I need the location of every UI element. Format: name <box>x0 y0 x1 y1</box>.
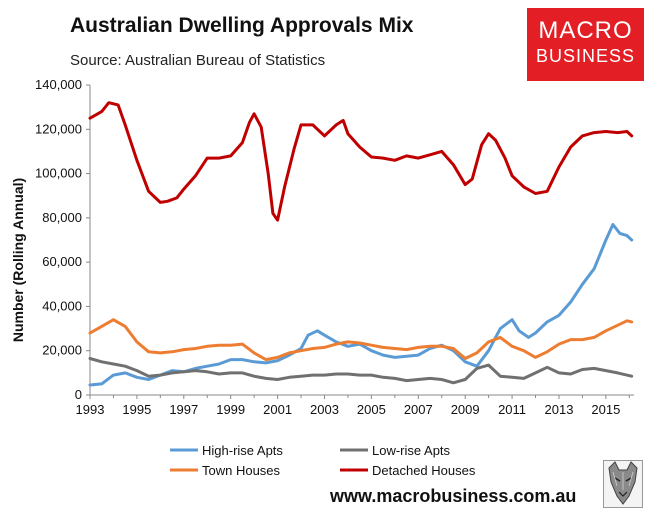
wolf-mascot-icon <box>603 460 643 508</box>
series-line-low-rise-apts <box>88 357 634 385</box>
x-tick-label: 2011 <box>498 402 526 417</box>
website-url[interactable]: www.macrobusiness.com.au <box>330 486 577 506</box>
chart-series <box>88 101 634 387</box>
x-tick-label: 2009 <box>451 402 480 417</box>
legend-label-low-rise-apts: Low-rise Apts <box>372 443 451 458</box>
legend-label-detached-houses: Detached Houses <box>372 463 476 478</box>
x-tick-label: 2013 <box>545 402 574 417</box>
x-tick-label: 1995 <box>122 402 151 417</box>
y-tick-label: 0 <box>75 387 82 402</box>
y-tick-label: 100,000 <box>35 166 82 181</box>
legend-label-town-houses: Town Houses <box>202 463 281 478</box>
logo-line-2: BUSINESS <box>535 46 636 66</box>
x-tick-label: 2005 <box>357 402 386 417</box>
chart-axes: 0 20,000 40,000 60,000 80,000 100,000 120,000 1… <box>35 77 634 417</box>
x-tick-label: 1997 <box>169 402 198 417</box>
y-tick-label: 80,000 <box>42 210 82 225</box>
series-line-detached-houses <box>88 101 634 222</box>
x-tick-label: 1993 <box>76 402 105 417</box>
y-tick-label: 140,000 <box>35 77 82 92</box>
y-tick-label: 120,000 <box>35 121 82 136</box>
y-tick-label: 40,000 <box>42 298 82 313</box>
x-tick-label: 2001 <box>263 402 292 417</box>
macrobusiness-logo[interactable]: MACRO BUSINESS <box>527 8 644 81</box>
chart-subtitle: Source: Australian Bureau of Statistics <box>70 52 326 69</box>
y-axis-title: Number (Rolling Annual) <box>10 178 26 342</box>
x-tick-label: 2003 <box>310 402 339 417</box>
y-tick-label: 60,000 <box>42 254 82 269</box>
series-line-high-rise-apts <box>88 223 634 387</box>
y-tick-label: 20,000 <box>42 343 82 358</box>
y-axis-title-wrap: Number (Rolling Annual) <box>10 178 26 342</box>
x-tick-label: 2015 <box>591 402 620 417</box>
x-tick-label: 2007 <box>404 402 433 417</box>
chart-legend: High-rise Apts Low-rise Apts Town Houses De… <box>170 443 476 478</box>
legend-label-high-rise-apts: High-rise Apts <box>202 443 283 458</box>
x-tick-label: 1999 <box>216 402 245 417</box>
series-line-town-houses <box>88 318 634 362</box>
chart-title: Australian Dwelling Approvals Mix <box>70 14 414 37</box>
logo-line-1: MACRO <box>538 17 633 44</box>
